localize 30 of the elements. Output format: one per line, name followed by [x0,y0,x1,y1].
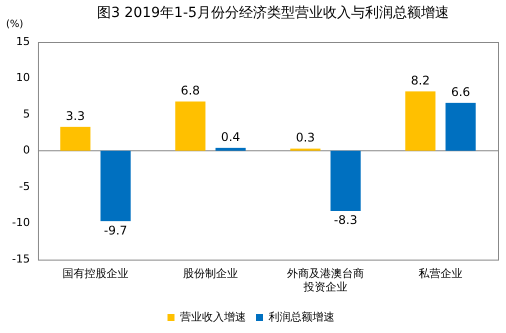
data-label: -9.7 [104,223,128,238]
y-axis-title: (%) [6,19,24,30]
y-tick-label: -10 [12,216,30,230]
data-label: 0.3 [296,130,315,145]
bar [405,91,436,151]
data-label: -8.3 [334,213,358,228]
y-tick-label: -15 [12,252,30,266]
bar [100,150,131,222]
y-tick-label: 0 [22,144,30,157]
legend-label: 营业收入增速 [180,310,246,324]
y-tick-label: 15 [16,34,30,48]
bar [216,148,246,151]
chart-title: 图3 2019年1-5月份分经济类型营业收入与利润总额增速 [97,5,449,21]
y-tick-label: 10 [16,71,30,84]
y-tick-label: -5 [19,180,30,193]
legend-label: 利润总额增速 [268,310,334,324]
bar [175,101,206,151]
data-label: 6.6 [451,85,470,100]
data-label: 3.3 [66,108,85,123]
x-tick-label: 国有控股企业 [62,267,128,280]
x-tick-label: 私营企业 [418,267,462,280]
x-tick-label: 外商及港澳台商投资企业 [286,267,364,294]
x-tick-label: 股份制企业 [182,267,238,280]
bar [446,102,476,151]
bar [330,150,361,212]
data-label: 0.4 [221,130,240,144]
y-tick-label: 5 [22,107,30,120]
data-label: 6.8 [180,84,200,98]
data-label: 8.2 [410,73,430,88]
bar [60,126,90,151]
